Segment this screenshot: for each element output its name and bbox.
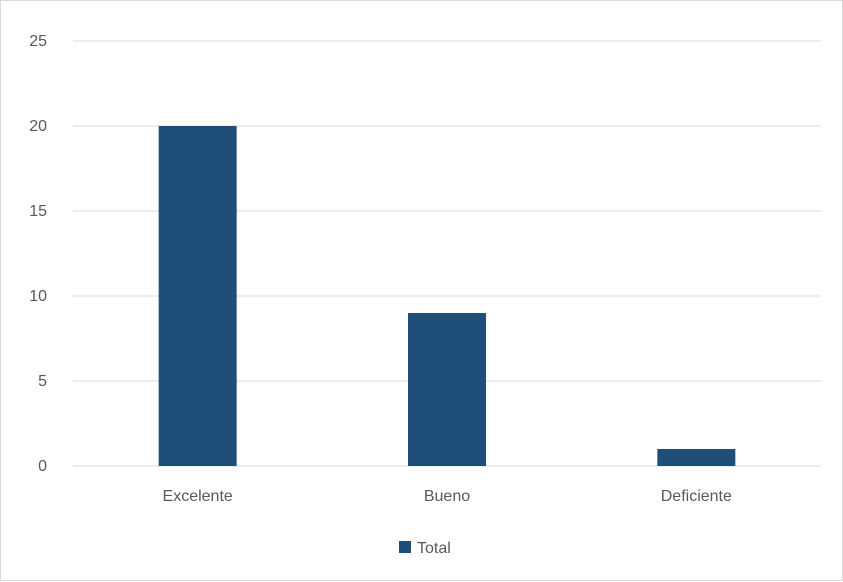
y-tick-label: 0 — [38, 458, 47, 475]
y-axis-ticks: 0 5 10 15 20 25 — [29, 33, 47, 475]
bars — [158, 126, 736, 466]
y-tick-label: 20 — [29, 118, 47, 135]
legend: Total — [399, 540, 451, 557]
x-tick-label-bueno: Bueno — [424, 488, 470, 505]
legend-label-total: Total — [417, 540, 451, 557]
y-tick-label: 10 — [29, 288, 47, 305]
bar-excelente — [158, 126, 237, 466]
bar-deficiente — [657, 449, 736, 466]
x-axis-ticks: Excelente Bueno Deficiente — [163, 488, 732, 505]
y-tick-label: 15 — [29, 203, 47, 220]
bar-bueno — [408, 313, 486, 466]
x-tick-label-deficiente: Deficiente — [661, 488, 732, 505]
y-tick-label: 25 — [29, 33, 47, 50]
x-tick-label-excelente: Excelente — [163, 488, 233, 505]
y-tick-label: 5 — [38, 373, 47, 390]
legend-swatch-total — [399, 541, 411, 553]
